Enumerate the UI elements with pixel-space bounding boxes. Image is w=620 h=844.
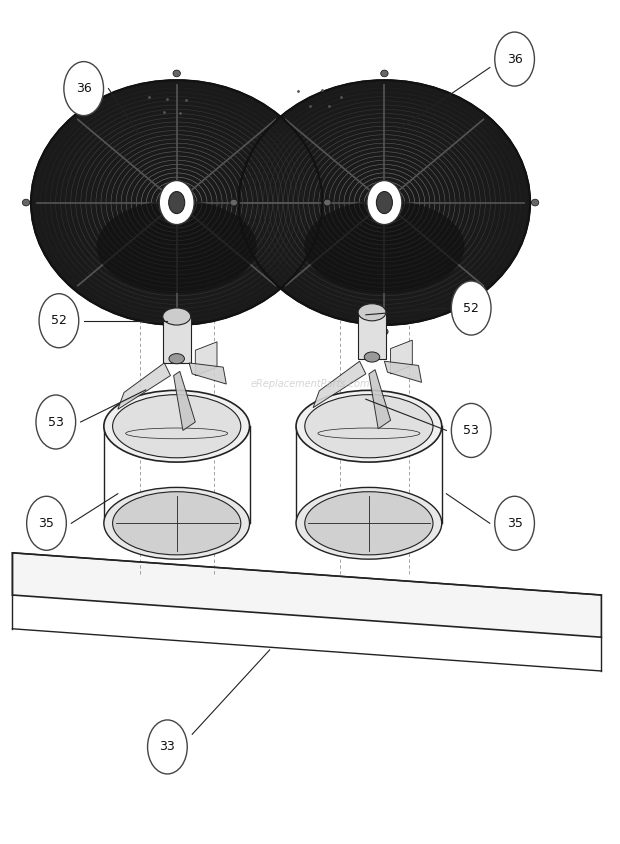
Circle shape bbox=[451, 281, 491, 335]
Ellipse shape bbox=[173, 328, 180, 335]
Ellipse shape bbox=[304, 200, 464, 293]
Circle shape bbox=[495, 32, 534, 86]
Ellipse shape bbox=[358, 304, 386, 321]
Ellipse shape bbox=[296, 487, 441, 559]
Ellipse shape bbox=[104, 390, 249, 463]
Ellipse shape bbox=[113, 395, 241, 457]
Text: 36: 36 bbox=[507, 52, 523, 66]
Ellipse shape bbox=[367, 181, 402, 225]
Polygon shape bbox=[384, 361, 422, 382]
Text: 36: 36 bbox=[76, 82, 92, 95]
Ellipse shape bbox=[305, 395, 433, 457]
Ellipse shape bbox=[296, 390, 441, 463]
Ellipse shape bbox=[113, 492, 241, 555]
Polygon shape bbox=[118, 363, 170, 409]
Ellipse shape bbox=[365, 352, 379, 362]
Circle shape bbox=[36, 395, 76, 449]
Bar bbox=[162, 316, 190, 363]
Polygon shape bbox=[174, 371, 195, 430]
Ellipse shape bbox=[305, 492, 433, 555]
Ellipse shape bbox=[381, 70, 388, 77]
Text: 33: 33 bbox=[159, 740, 175, 754]
Ellipse shape bbox=[162, 308, 190, 325]
Circle shape bbox=[495, 496, 534, 550]
Ellipse shape bbox=[324, 199, 331, 206]
Polygon shape bbox=[313, 361, 366, 408]
Ellipse shape bbox=[159, 181, 194, 225]
Circle shape bbox=[64, 62, 104, 116]
Ellipse shape bbox=[169, 192, 185, 214]
Ellipse shape bbox=[31, 80, 322, 325]
Circle shape bbox=[451, 403, 491, 457]
Polygon shape bbox=[195, 342, 217, 376]
Circle shape bbox=[39, 294, 79, 348]
Ellipse shape bbox=[376, 192, 392, 214]
Ellipse shape bbox=[104, 487, 249, 559]
Ellipse shape bbox=[173, 70, 180, 77]
Ellipse shape bbox=[97, 200, 257, 293]
Ellipse shape bbox=[230, 199, 237, 206]
Text: 53: 53 bbox=[48, 415, 64, 429]
Text: 35: 35 bbox=[38, 517, 55, 530]
Bar bbox=[358, 312, 386, 359]
Ellipse shape bbox=[381, 328, 388, 335]
Ellipse shape bbox=[22, 199, 30, 206]
Circle shape bbox=[148, 720, 187, 774]
Ellipse shape bbox=[239, 80, 530, 325]
Text: 52: 52 bbox=[51, 314, 67, 327]
Circle shape bbox=[27, 496, 66, 550]
Polygon shape bbox=[189, 363, 226, 384]
Polygon shape bbox=[391, 340, 412, 374]
Polygon shape bbox=[369, 370, 391, 429]
Text: eReplacementParts.com: eReplacementParts.com bbox=[250, 379, 370, 389]
Text: 35: 35 bbox=[507, 517, 523, 530]
Ellipse shape bbox=[531, 199, 539, 206]
Text: 52: 52 bbox=[463, 301, 479, 315]
Ellipse shape bbox=[169, 354, 185, 364]
Text: 53: 53 bbox=[463, 424, 479, 437]
Polygon shape bbox=[12, 553, 601, 637]
